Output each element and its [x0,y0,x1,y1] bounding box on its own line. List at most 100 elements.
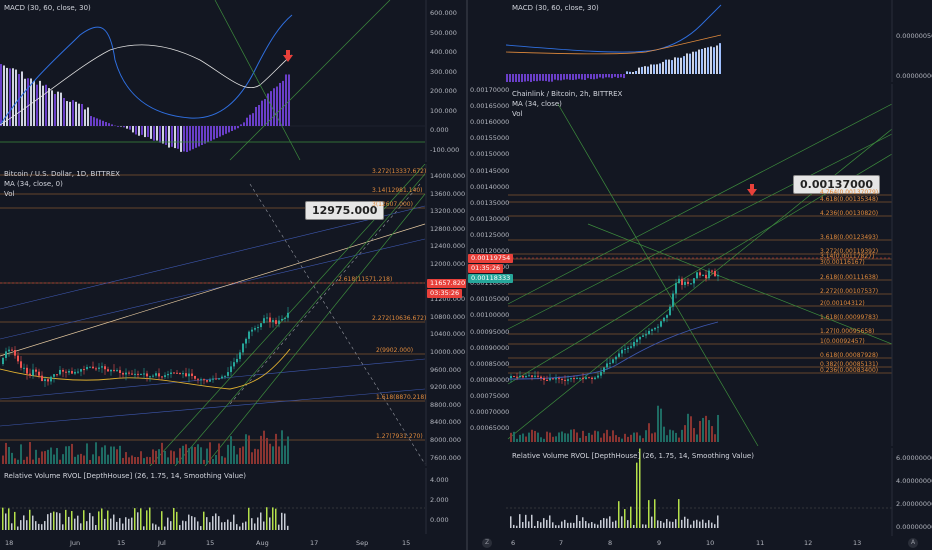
rvol-bar [92,516,94,530]
rvol-bar [35,521,37,530]
candle-body [612,359,614,363]
candle-body [645,334,647,336]
volume-bar [134,457,136,464]
rvol-bar [702,519,704,528]
right-rvol-pane[interactable]: Relative Volume RVOL [DepthHouse] (26, 1… [506,448,932,536]
macd-histogram-bar [6,67,8,126]
candle-body [666,315,668,318]
rvol-bar [705,522,707,528]
volume-bar [131,455,133,464]
fib-level-label: 2(9902.000) [376,347,414,354]
rvol-bar [164,526,166,530]
rvol-bar [567,522,569,528]
macd-histogram-bar [66,101,68,126]
rvol-bar [74,518,76,530]
macd-histogram-bar [276,86,278,126]
macd-histogram-bar [252,113,254,126]
macd-histogram-bar [195,126,197,148]
macd-histogram-bar [533,74,535,82]
left-macd-pane[interactable]: MACD (30, 60, close, 30) 600.000 500.000 4… [0,0,466,162]
right-price-pane[interactable]: Chainlink / Bitcoin, 2h, BITTREX MA (34,… [468,84,932,446]
rvol-bar [152,523,154,530]
volume-bar [705,415,707,442]
left-time-axis[interactable]: 18 Jun 15 Jul 15 Aug 17 Sep 15 [0,536,466,550]
volume-bar [612,430,614,442]
volume-bar [627,436,629,442]
macd-histogram-bar [626,71,628,74]
right-time-axis[interactable]: 6 7 8 9 10 11 12 13 [506,536,932,550]
volume-bar [573,429,575,442]
volume-bar [92,454,94,464]
macd-histogram-bar [78,103,80,126]
macd-histogram-bar [174,126,176,149]
time-tick-label: 12 [804,539,813,547]
macd-histogram-bar [222,126,224,136]
candle-body [609,362,611,364]
candle-body [89,366,91,368]
macd-histogram-bar [521,74,523,82]
candle-body [651,329,653,331]
axis-tick-label: 0.00110000 [470,279,510,288]
candle-body [170,372,172,374]
right-macd-pane[interactable]: MACD (30, 60, close, 30) 0.00000050 0.000… [506,0,932,82]
rvol-bar [558,525,560,528]
volume-bar [248,435,250,464]
candle-body [206,380,208,382]
macd-histogram-bar [261,100,263,126]
rvol-bar [272,507,274,530]
candle-body [660,321,662,327]
macd-histogram-bar [180,126,182,152]
macd-histogram-bar [704,47,706,74]
axis-tick-label: 0.00080000 [470,375,510,384]
rvol-bar [260,512,262,530]
rvol-bar [77,515,79,530]
zoom-reset-icon[interactable]: Z [482,538,492,548]
axis-tick-label: 0.00150000 [470,150,510,159]
rvol-bar [38,523,40,530]
rvol-bar [546,519,548,528]
candle-body [546,379,548,381]
left-price-pane[interactable]: Bitcoin / U.S. Dollar, 1D, BITTREX MA (3… [0,164,466,466]
axis-tick-label: 12800.000 [430,224,466,233]
axis-tick-label: 6.00000000 [896,454,932,462]
macd-histogram-bar [524,74,526,82]
volume-bar [597,431,599,442]
macd-histogram-bar [255,106,257,126]
rvol-bar [137,512,139,530]
left-rvol-pane[interactable]: Relative Volume RVOL [DepthHouse] (26, 1… [0,468,466,534]
candle-body [212,378,214,380]
macd-histogram-bar [228,126,230,133]
macd-histogram-bar [54,94,56,126]
rvol-bar [5,513,7,530]
macd-histogram-bar [578,74,580,79]
volume-bar [32,459,34,464]
candle-body [537,375,539,377]
axis-tick-label: 14000.000 [430,172,466,180]
candle-body [284,317,286,319]
time-tick-label: 13 [853,539,862,547]
macd-histogram-bar [135,126,137,135]
candle-body [77,371,79,373]
macd-histogram-bar [620,74,622,78]
volume-bar [215,454,217,464]
rvol-bar [627,520,629,528]
time-tick-label: Jun [70,539,81,547]
volume-bar [149,457,151,464]
candle-body [134,373,136,375]
auto-scale-icon[interactable]: A [908,538,918,548]
macd-histogram-bar [551,74,553,82]
candle-body [191,373,193,376]
candle-body [522,375,524,378]
volume-bar [636,432,638,442]
fib-level-label: 4.618(0.00135348) [820,196,879,203]
candle-body [597,375,599,378]
rvol-bar [612,521,614,528]
volume-bar [140,451,142,464]
rvol-bar [609,516,611,528]
candle-body [257,327,259,329]
volume-bar [164,450,166,464]
candle-body [116,370,118,372]
volume-bar [263,430,265,464]
volume-bar [110,446,112,464]
macd-histogram-bar [96,118,98,126]
